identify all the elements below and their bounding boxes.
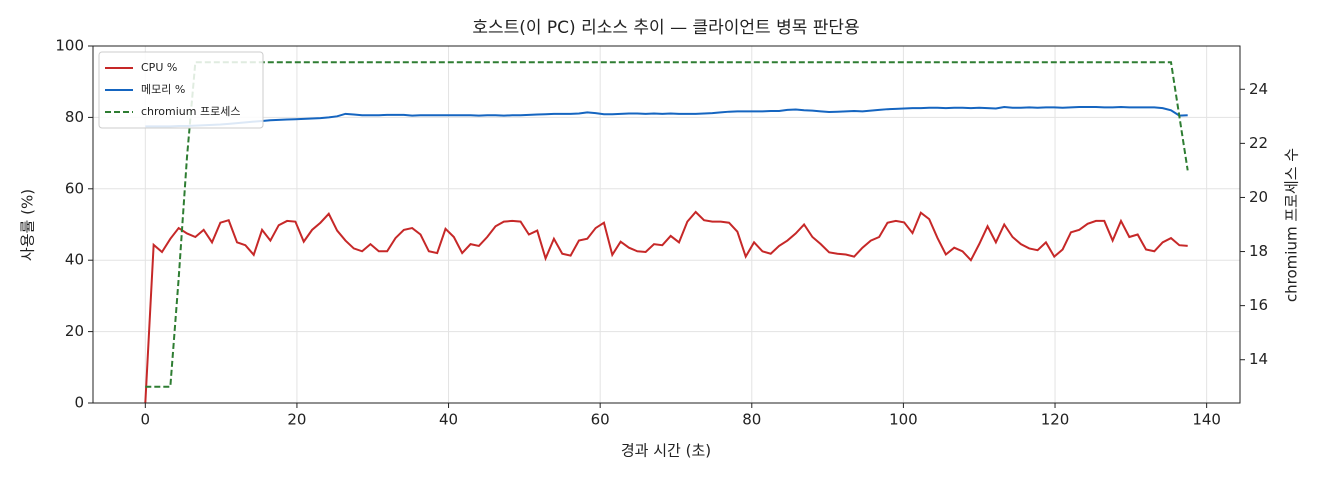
y-tick-label: 60	[65, 179, 84, 197]
x-tick-label: 0	[141, 411, 151, 429]
x-tick-label: 60	[591, 411, 610, 429]
y2-tick-label: 14	[1249, 350, 1268, 368]
y-tick-label: 20	[65, 322, 84, 340]
x-axis-label: 경과 시간 (초)	[621, 442, 711, 460]
series-line	[145, 61, 1189, 388]
x-tick-label: 80	[742, 411, 761, 429]
x-tick-label: 120	[1041, 411, 1070, 429]
y-tick-label: 40	[65, 251, 84, 269]
x-tick-label: 100	[889, 411, 918, 429]
legend-label: CPU %	[141, 61, 177, 74]
y-tick-label: 100	[55, 37, 84, 55]
y-tick-label: 80	[65, 108, 84, 126]
series-line	[145, 106, 1188, 128]
legend-label: chromium 프로세스	[141, 105, 240, 118]
y2-tick-label: 24	[1249, 80, 1268, 98]
y2-tick-label: 18	[1249, 242, 1268, 260]
legend-label: 메모리 %	[141, 83, 185, 96]
y2-axis-label: chromium 프로세스 수	[1283, 148, 1301, 302]
y2-tick-label: 16	[1249, 296, 1268, 314]
x-tick-label: 40	[439, 411, 458, 429]
y-axis-label: 사용률 (%)	[19, 189, 37, 261]
x-tick-label: 140	[1192, 411, 1221, 429]
chart-title: 호스트(이 PC) 리소스 추이 — 클라이언트 병목 판단용	[472, 18, 859, 38]
legend-box	[98, 51, 264, 129]
plot-frame	[92, 45, 1241, 404]
y2-tick-label: 20	[1249, 188, 1268, 206]
series-line	[144, 210, 1188, 404]
y-tick-label: 0	[74, 394, 84, 412]
y2-tick-label: 22	[1249, 134, 1268, 152]
x-tick-label: 20	[287, 411, 306, 429]
